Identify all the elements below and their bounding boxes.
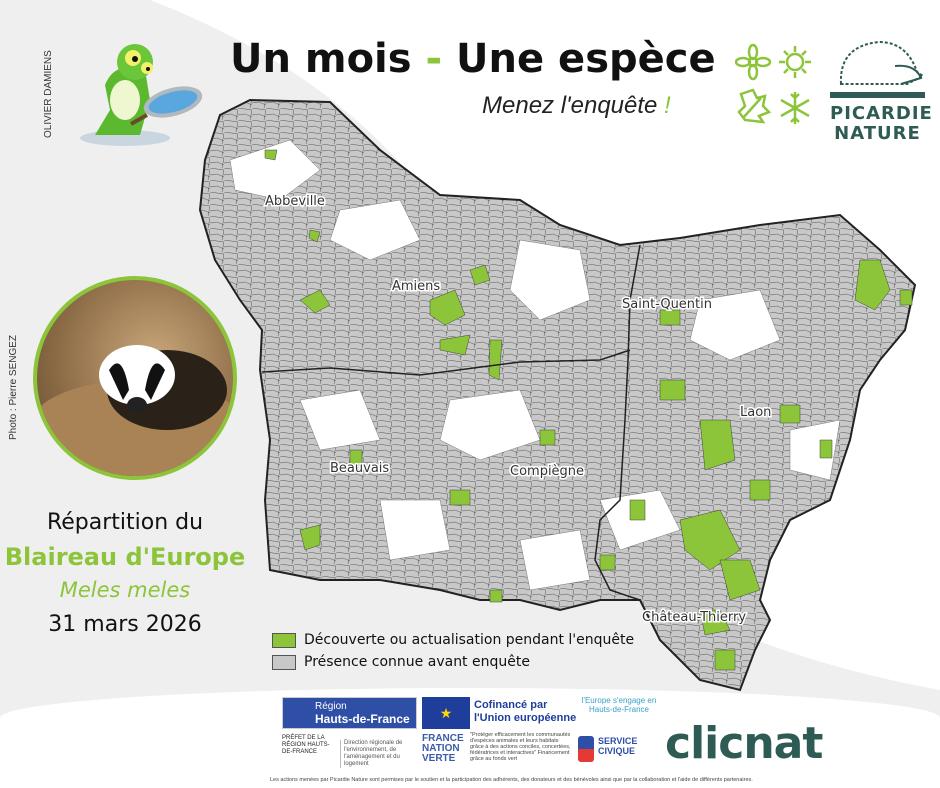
town-label: Saint-Quentin bbox=[622, 297, 712, 312]
legend-swatch bbox=[272, 632, 296, 648]
clicnat-logo: clicnat bbox=[665, 718, 823, 769]
logo-bar bbox=[830, 92, 925, 98]
town-label: Amiens bbox=[392, 279, 440, 294]
species-heading: Répartition du bbox=[46, 510, 204, 535]
legend-label: Découverte ou actualisation pendant l'en… bbox=[304, 632, 635, 648]
logo-text-line1: PICARDIE bbox=[830, 103, 933, 124]
sun-icon bbox=[779, 46, 811, 78]
legend-item-known: Présence connue avant enquête bbox=[272, 654, 634, 670]
eu-cofinance-text: Cofinancé par l'Union européenne bbox=[474, 699, 577, 724]
fonds-vert-quote: "Protéger efficacement les communautés d… bbox=[470, 732, 571, 762]
species-common-name: Blaireau d'Europe bbox=[4, 543, 246, 571]
species-latin-name: Meles meles bbox=[59, 578, 191, 602]
snowflake-icon bbox=[780, 92, 810, 124]
logo-text-line2: NATURE bbox=[834, 123, 921, 144]
leaf-icon bbox=[737, 88, 772, 124]
town-label: Abbeville bbox=[265, 194, 325, 209]
france-nation-verte-logo: FRANCE NATION VERTE bbox=[422, 733, 464, 764]
service-civique-logo: SERVICE CIVIQUE bbox=[578, 736, 656, 762]
hedgehog-icon bbox=[839, 40, 923, 85]
map-date: 31 mars 2026 bbox=[48, 612, 202, 637]
badger-photo bbox=[33, 276, 237, 480]
page-title: Un mois - Une espèce bbox=[230, 36, 716, 82]
europe-engage-logo: l'Europe s'engage en Hauts-de-France bbox=[581, 696, 657, 714]
prefet-logo: PRÉFET DE LA RÉGION HAUTS-DE-FRANCE bbox=[282, 735, 330, 755]
town-label: Compiègne bbox=[510, 464, 584, 479]
frog-detective-illustration bbox=[80, 44, 203, 146]
flower-icon bbox=[735, 43, 772, 81]
communes-discovered bbox=[264, 149, 913, 671]
partners-note: Les actions menées par Picardie Nature s… bbox=[270, 777, 753, 783]
season-icons bbox=[735, 43, 811, 124]
legend-swatch bbox=[272, 654, 296, 670]
map-legend: Découverte ou actualisation pendant l'en… bbox=[272, 632, 634, 676]
subtitle: Menez l'enquête ! bbox=[482, 92, 671, 119]
communes-no-data bbox=[229, 139, 841, 591]
region-hdf-logo: Région Hauts-de-France bbox=[282, 697, 417, 729]
legend-item-discovered: Découverte ou actualisation pendant l'en… bbox=[272, 632, 634, 648]
department-borders bbox=[261, 244, 641, 601]
picardie-nature-logo: PICARDIE NATURE bbox=[830, 36, 933, 144]
town-label: Beauvais bbox=[330, 461, 389, 476]
town-label: Laon bbox=[740, 405, 771, 420]
eu-flag-icon: ★ bbox=[422, 697, 470, 729]
dreal-text: Direction régionale de l'environnement, … bbox=[340, 740, 418, 768]
town-label: Château-Thierry bbox=[642, 610, 746, 625]
legend-label: Présence connue avant enquête bbox=[304, 654, 530, 670]
footer bbox=[0, 688, 940, 788]
region-outline bbox=[199, 99, 916, 691]
